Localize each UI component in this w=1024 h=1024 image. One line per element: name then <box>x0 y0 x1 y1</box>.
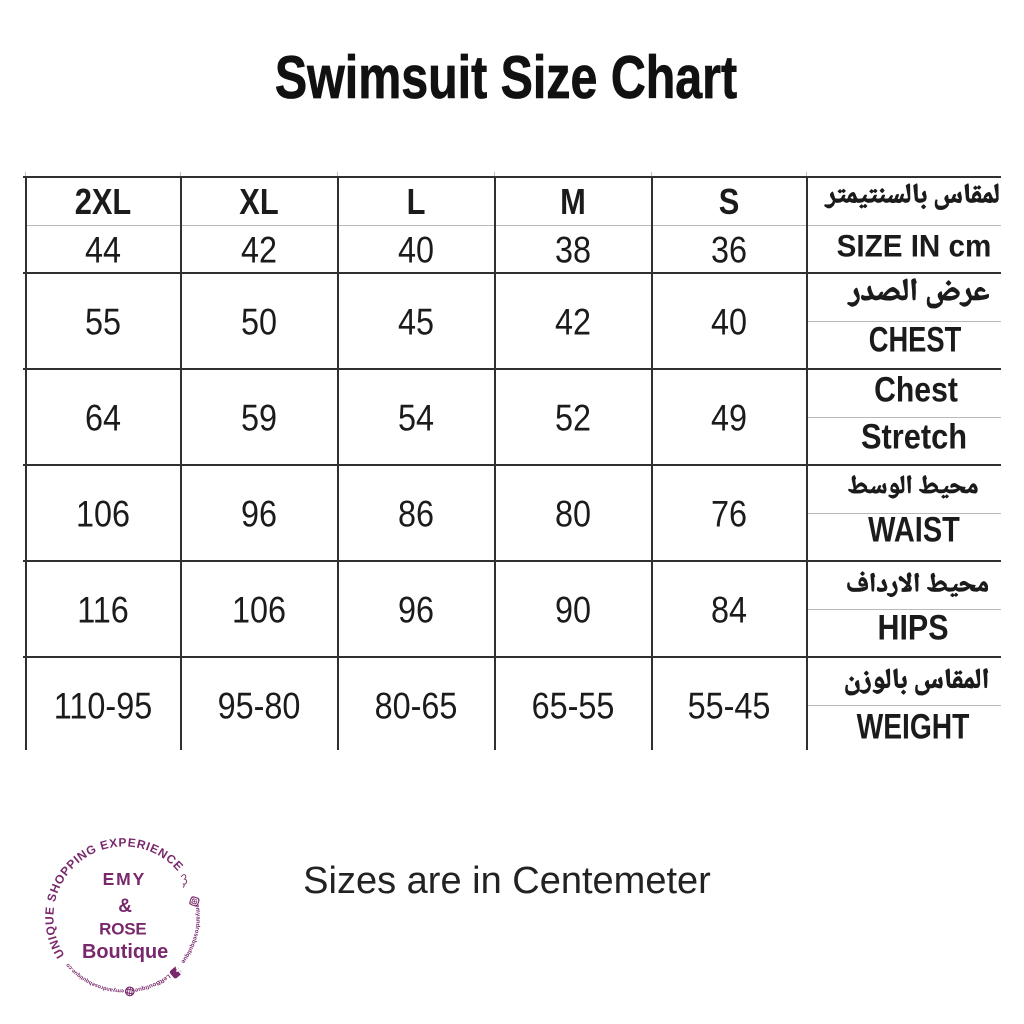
svg-text:emyandrosebqutique: emyandrosebqutique <box>178 904 200 965</box>
svg-text:ROSE: ROSE <box>99 920 146 939</box>
svg-text:Boutique: Boutique <box>82 941 168 963</box>
svg-text:&: & <box>118 896 132 917</box>
svg-text:emyandrosebqutique.com: emyandrosebqutique.com <box>24 817 124 994</box>
svg-text:EMY: EMY <box>102 869 146 889</box>
svg-text:LeRBoutique: LeRBoutique <box>133 973 170 993</box>
